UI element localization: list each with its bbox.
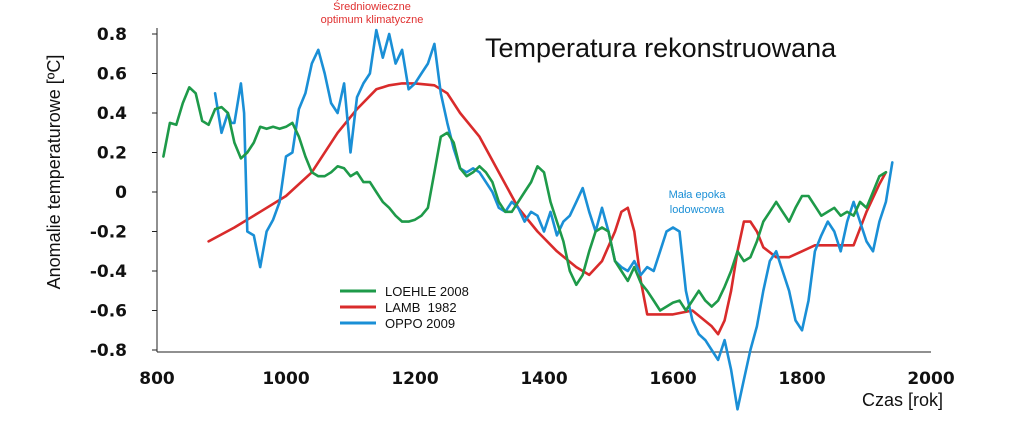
y-tick-label: 0.6 bbox=[97, 65, 127, 85]
x-tick-label: 2000 bbox=[907, 369, 954, 389]
legend-label-oppo: OPPO 2009 bbox=[385, 316, 455, 331]
x-tick-label: 800 bbox=[139, 369, 175, 389]
y-ticks: -0.8 -0.6 -0.4 -0.2 0 0.2 0.4 0.6 0.8 bbox=[90, 25, 157, 361]
y-tick-label: -0.8 bbox=[90, 341, 127, 361]
y-axis-label: Anomalie temperaturowe [ºC] bbox=[44, 55, 64, 290]
y-tick-label: 0.8 bbox=[97, 25, 127, 45]
series-line-lamb-1982 bbox=[207, 82, 888, 336]
axes: -0.8 -0.6 -0.4 -0.2 0 0.2 0.4 0.6 0.8 800 1000 120… bbox=[90, 25, 955, 389]
annotation-little-ice-age-line2: lodowcowa bbox=[670, 204, 725, 216]
annotation-medieval-line2: optimum klimatyczne bbox=[321, 14, 424, 26]
x-tick-label: 1800 bbox=[778, 369, 825, 389]
series-line-oppo-2009 bbox=[213, 28, 894, 411]
series-layer bbox=[162, 28, 894, 411]
series-line-loehle-2008 bbox=[162, 86, 888, 312]
y-tick-label: -0.2 bbox=[90, 223, 127, 243]
legend: LOEHLE 2008 LAMB 1982 OPPO 2009 bbox=[340, 284, 469, 331]
y-tick-label: 0.4 bbox=[97, 104, 127, 124]
x-tick-label: 1600 bbox=[649, 369, 696, 389]
y-tick-label: 0.2 bbox=[97, 144, 127, 164]
x-tick-label: 1400 bbox=[520, 369, 567, 389]
x-tick-label: 1200 bbox=[391, 369, 438, 389]
legend-label-lamb: LAMB 1982 bbox=[385, 300, 457, 315]
annotation-medieval-line1: Średniowieczne bbox=[333, 0, 411, 13]
x-ticks: 800 1000 1200 1400 1600 1800 2000 bbox=[139, 369, 955, 389]
x-tick-label: 1000 bbox=[262, 369, 309, 389]
y-tick-label: -0.4 bbox=[90, 262, 127, 282]
chart-title: Temperatura rekonstruowana bbox=[485, 33, 837, 63]
annotations: Średniowieczne optimum klimatyczne Mała … bbox=[321, 0, 727, 216]
x-axis-label: Czas [rok] bbox=[862, 390, 943, 410]
y-tick-label: 0 bbox=[115, 183, 127, 203]
y-tick-label: -0.6 bbox=[90, 302, 127, 322]
annotation-little-ice-age-line1: Mała epoka bbox=[669, 189, 727, 201]
legend-label-loehle: LOEHLE 2008 bbox=[385, 284, 469, 299]
